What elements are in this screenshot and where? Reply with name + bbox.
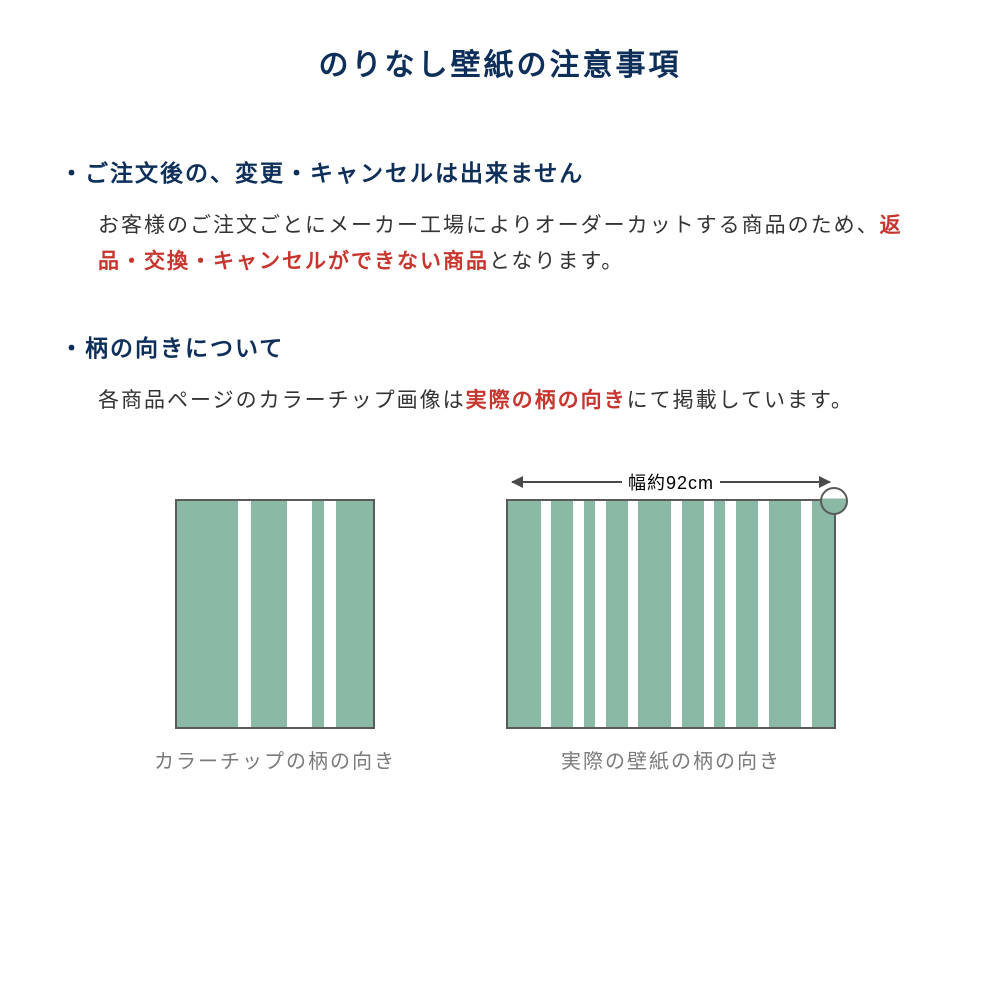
stripe: [508, 501, 541, 727]
stripe: [287, 501, 312, 727]
body-post: にて掲載しています。: [627, 389, 854, 412]
stripe: [812, 501, 834, 727]
stripe: [177, 501, 238, 727]
body-pre: お客様のご注文ごとにメーカー工場によりオーダーカットする商品のため、: [98, 214, 880, 237]
body-post: となります。: [489, 250, 624, 273]
stripe: [714, 501, 725, 727]
width-label: 幅約92cm: [628, 469, 714, 495]
stripe: [682, 501, 704, 727]
stripe: [541, 501, 552, 727]
roll-caption: 実際の壁紙の柄の向き: [496, 745, 846, 774]
arrow-left-icon: [512, 481, 622, 483]
section-orientation: ・柄の向きについて 各商品ページのカラーチップ画像は実際の柄の向きにて掲載してい…: [60, 329, 940, 419]
stripe: [758, 501, 769, 727]
section-cancel: ・ご注文後の、変更・キャンセルは出来ません お客様のご注文ごとにメーカー工場によ…: [60, 154, 940, 279]
stripe: [638, 501, 671, 727]
stripe: [606, 501, 628, 727]
stripe: [736, 501, 758, 727]
stripe: [312, 501, 324, 727]
stripe: [336, 501, 373, 727]
section-orientation-body: 各商品ページのカラーチップ画像は実際の柄の向きにて掲載しています。: [98, 383, 940, 419]
chip-caption: カラーチップの柄の向き: [154, 745, 396, 774]
stripe: [769, 501, 802, 727]
roll-top-icon: [820, 487, 848, 515]
stripe: [671, 501, 682, 727]
diagram-chip: カラーチップの柄の向き: [154, 499, 396, 774]
section-orientation-heading: ・柄の向きについて: [60, 329, 940, 363]
stripe: [573, 501, 584, 727]
section-cancel-heading: ・ご注文後の、変更・キャンセルは出来ません: [60, 154, 940, 188]
diagram-roll: 幅約92cm 実際の壁紙の柄の向き: [496, 469, 846, 774]
arrow-right-icon: [720, 481, 830, 483]
section-cancel-body: お客様のご注文ごとにメーカー工場によりオーダーカットする商品のため、返品・交換・…: [98, 208, 940, 279]
stripe: [725, 501, 736, 727]
body-emphasis: 実際の柄の向き: [466, 389, 627, 412]
stripe: [324, 501, 336, 727]
stripe: [251, 501, 288, 727]
stripe: [551, 501, 573, 727]
stripe: [584, 501, 595, 727]
stripe: [628, 501, 639, 727]
page-title: のりなし壁紙の注意事項: [60, 40, 940, 84]
roll-swatch: [506, 499, 836, 729]
stripe: [238, 501, 250, 727]
stripe: [595, 501, 606, 727]
body-pre: 各商品ページのカラーチップ画像は: [98, 389, 466, 412]
diagram-row: カラーチップの柄の向き 幅約92cm 実際の壁紙の柄の向き: [60, 469, 940, 774]
stripe: [704, 501, 715, 727]
width-indicator: 幅約92cm: [496, 469, 846, 495]
stripe: [801, 501, 812, 727]
chip-swatch: [175, 499, 375, 729]
